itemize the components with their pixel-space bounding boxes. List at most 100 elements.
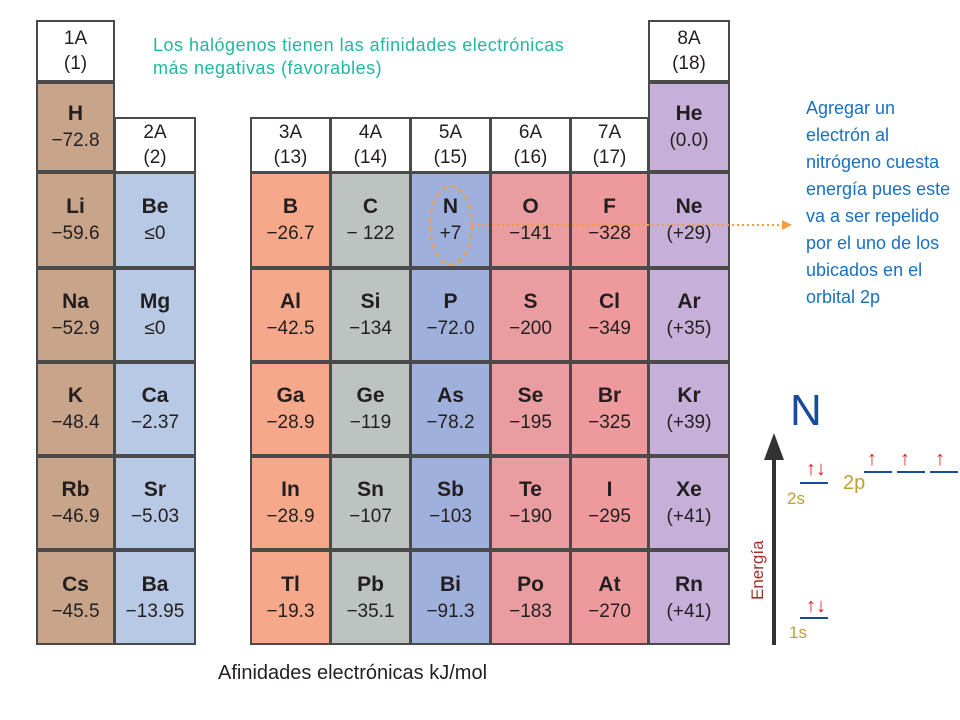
element-symbol: Ga (276, 384, 305, 407)
element-cell-bi: Bi −91.3 (410, 550, 491, 645)
electron-affinity-value: −200 (509, 318, 552, 339)
element-cell-se: Se −195 (490, 362, 571, 456)
electron-affinity-value: −59.6 (51, 223, 100, 244)
element-symbol: P (443, 290, 458, 313)
element-symbol: Br (597, 384, 622, 407)
element-cell-br: Br −325 (570, 362, 649, 456)
electron-affinity-value: −119 (349, 412, 392, 433)
group-header-3a: 3A (13) (250, 117, 331, 173)
electron-affinity-value: −195 (509, 412, 552, 433)
element-cell-cl: Cl −349 (570, 268, 649, 362)
group-header-number: (14) (353, 147, 388, 168)
element-cell-k: K −48.4 (36, 362, 115, 456)
group-header-7a: 7A (17) (570, 117, 649, 173)
element-symbol: S (523, 290, 538, 313)
element-cell-o: O −141 (490, 172, 571, 268)
halogen-note: Los halógenos tienen las afinidades elec… (153, 35, 565, 78)
element-cell-h: H −72.8 (36, 82, 115, 172)
electron-affinity-value: −13.95 (125, 600, 185, 622)
element-symbol: At (598, 572, 621, 596)
electron-affinity-value: −141 (509, 223, 552, 244)
element-cell-he: He (0.0) (648, 82, 730, 172)
group-header-5a: 5A (15) (410, 117, 491, 173)
electron-affinity-value: −5.03 (130, 506, 180, 527)
orbital-diagram: N Energía ↑↓ 1s ↑↓ 2s 2p ↑ ↑ ↑ (748, 386, 958, 645)
element-symbol: C (362, 195, 379, 218)
element-cell-at: At −270 (570, 550, 649, 645)
electron-affinity-value: −134 (349, 318, 392, 339)
element-cell-sb: Sb −103 (410, 456, 491, 550)
element-symbol: Sb (437, 478, 464, 501)
element-cell-te: Te −190 (490, 456, 571, 550)
orbital-1s-electrons: ↑↓ (806, 595, 826, 617)
orbital-2p-electron-1: ↑ (867, 448, 877, 470)
electron-affinity-value: −19.3 (266, 600, 315, 622)
group-header-number: (15) (433, 147, 468, 168)
electron-affinity-value: (+39) (666, 412, 712, 433)
orbital-2p-label: 2p (843, 472, 865, 494)
electron-affinity-value: −28.9 (266, 506, 315, 527)
orbital-1s-label: 1s (789, 623, 807, 642)
group-header-6a: 6A (16) (490, 117, 571, 173)
electron-affinity-value: (+41) (666, 506, 712, 527)
element-symbol: Rb (61, 478, 90, 501)
element-cell-c: C − 122 (330, 172, 411, 268)
orbital-2s-label: 2s (787, 489, 805, 508)
element-symbol: Li (66, 195, 85, 218)
group-header-number: (16) (513, 147, 548, 168)
group-header-number: (17) (592, 147, 627, 168)
electron-affinity-value: −183 (509, 600, 552, 622)
element-symbol: Bi (440, 572, 461, 596)
electron-affinity-value: −46.9 (51, 506, 100, 527)
electron-affinity-value: −325 (588, 412, 631, 433)
electron-affinity-value: −78.2 (426, 412, 475, 433)
element-symbol: N (442, 195, 459, 218)
electron-affinity-value: −2.37 (130, 412, 180, 433)
electron-affinity-value: −295 (588, 506, 631, 527)
element-symbol: Po (517, 572, 544, 596)
energy-axis-label: Energía (748, 540, 767, 600)
electron-affinity-value: −35.1 (346, 600, 395, 622)
element-symbol: Al (280, 290, 301, 313)
electron-affinity-value: ≤0 (144, 318, 166, 339)
element-cell-ga: Ga −28.9 (250, 362, 331, 456)
element-cell-si: Si −134 (330, 268, 411, 362)
element-symbol: In (281, 478, 300, 501)
electron-affinity-value: −48.4 (51, 412, 100, 433)
element-cell-n: N +7 (410, 172, 491, 268)
element-cell-ca: Ca −2.37 (114, 362, 196, 456)
electron-affinity-value: −270 (588, 600, 631, 622)
electron-affinity-value: (+35) (666, 318, 712, 339)
electron-affinity-value: (0.0) (669, 130, 709, 151)
electron-affinity-value: −349 (588, 318, 631, 339)
group-header-label: 2A (143, 122, 167, 143)
element-symbol: I (606, 478, 613, 501)
group-header-label: 7A (597, 122, 622, 143)
pointer-arrowhead (782, 220, 792, 230)
element-symbol: Cs (62, 572, 89, 596)
orbital-element-symbol: N (790, 386, 822, 435)
element-cell-mg: Mg ≤0 (114, 268, 196, 362)
electron-affinity-value: −107 (349, 506, 392, 527)
element-cell-li: Li −59.6 (36, 172, 115, 268)
element-cell-ar: Ar (+35) (648, 268, 730, 362)
element-cell-na: Na −52.9 (36, 268, 115, 362)
element-cell-i: I −295 (570, 456, 649, 550)
group-header-2a: 2A (2) (114, 117, 196, 173)
element-symbol: Ca (141, 384, 169, 407)
element-symbol: Te (519, 478, 542, 501)
orbital-2p-electron-2: ↑ (900, 448, 910, 470)
element-symbol: Pb (357, 572, 384, 596)
element-symbol: Ge (356, 384, 385, 407)
element-symbol: O (522, 195, 539, 218)
electron-affinity-value: −26.7 (266, 223, 315, 244)
element-cell-xe: Xe (+41) (648, 456, 730, 550)
group-header-label: 1A (63, 28, 88, 49)
element-cell-sr: Sr −5.03 (114, 456, 196, 550)
electron-affinity-value: −72.0 (426, 318, 475, 339)
electron-affinity-value: −72.8 (51, 130, 100, 151)
element-symbol: Cl (599, 290, 620, 313)
nitrogen-note: Agregar un electrón al nitrógeno cuesta … (806, 98, 951, 307)
element-symbol: B (282, 195, 299, 218)
